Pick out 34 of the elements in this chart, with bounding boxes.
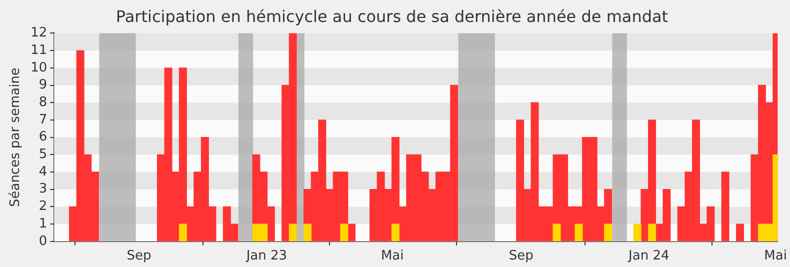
x-tick-label: Sep: [508, 248, 534, 264]
y-tick-label: 8: [38, 94, 48, 110]
y-tick-label: 1: [38, 216, 48, 232]
x-tick-label: Mai: [380, 248, 404, 264]
bar: [348, 224, 356, 242]
y-tick-label: 4: [38, 164, 48, 180]
y-tick-label: 7: [38, 112, 48, 128]
bar: [604, 224, 612, 242]
y-tick-label: 2: [38, 199, 48, 214]
bar: [288, 224, 297, 242]
bar: [304, 224, 312, 242]
x-tick-label: Mai: [764, 248, 787, 264]
y-tick-label: 0: [38, 234, 48, 249]
bar: [340, 224, 348, 242]
y-tick-label: 10: [30, 60, 48, 76]
y-tick-label: 9: [38, 78, 48, 93]
bar: [574, 224, 583, 242]
bar: [648, 224, 656, 242]
chart-title: Participation en hémicycle au cours de sa dernière année de mandat: [116, 6, 668, 26]
bar: [178, 224, 187, 242]
bar: [391, 224, 400, 242]
x-tick-label: Jan 24: [628, 248, 670, 264]
y-tick-label: 12: [30, 26, 48, 41]
x-tick-label: Sep: [126, 248, 152, 264]
bar: [552, 224, 561, 242]
bar: [736, 224, 744, 242]
y-tick-label: 6: [38, 130, 48, 145]
y-tick-label: 3: [38, 182, 48, 197]
x-tick-label: Jan 23: [245, 248, 288, 264]
y-tick-label: 5: [38, 147, 48, 162]
bar: [633, 224, 642, 242]
bar: [721, 172, 730, 242]
y-axis-title: Séances par semaine: [8, 68, 24, 208]
y-tick-label: 11: [30, 42, 48, 58]
